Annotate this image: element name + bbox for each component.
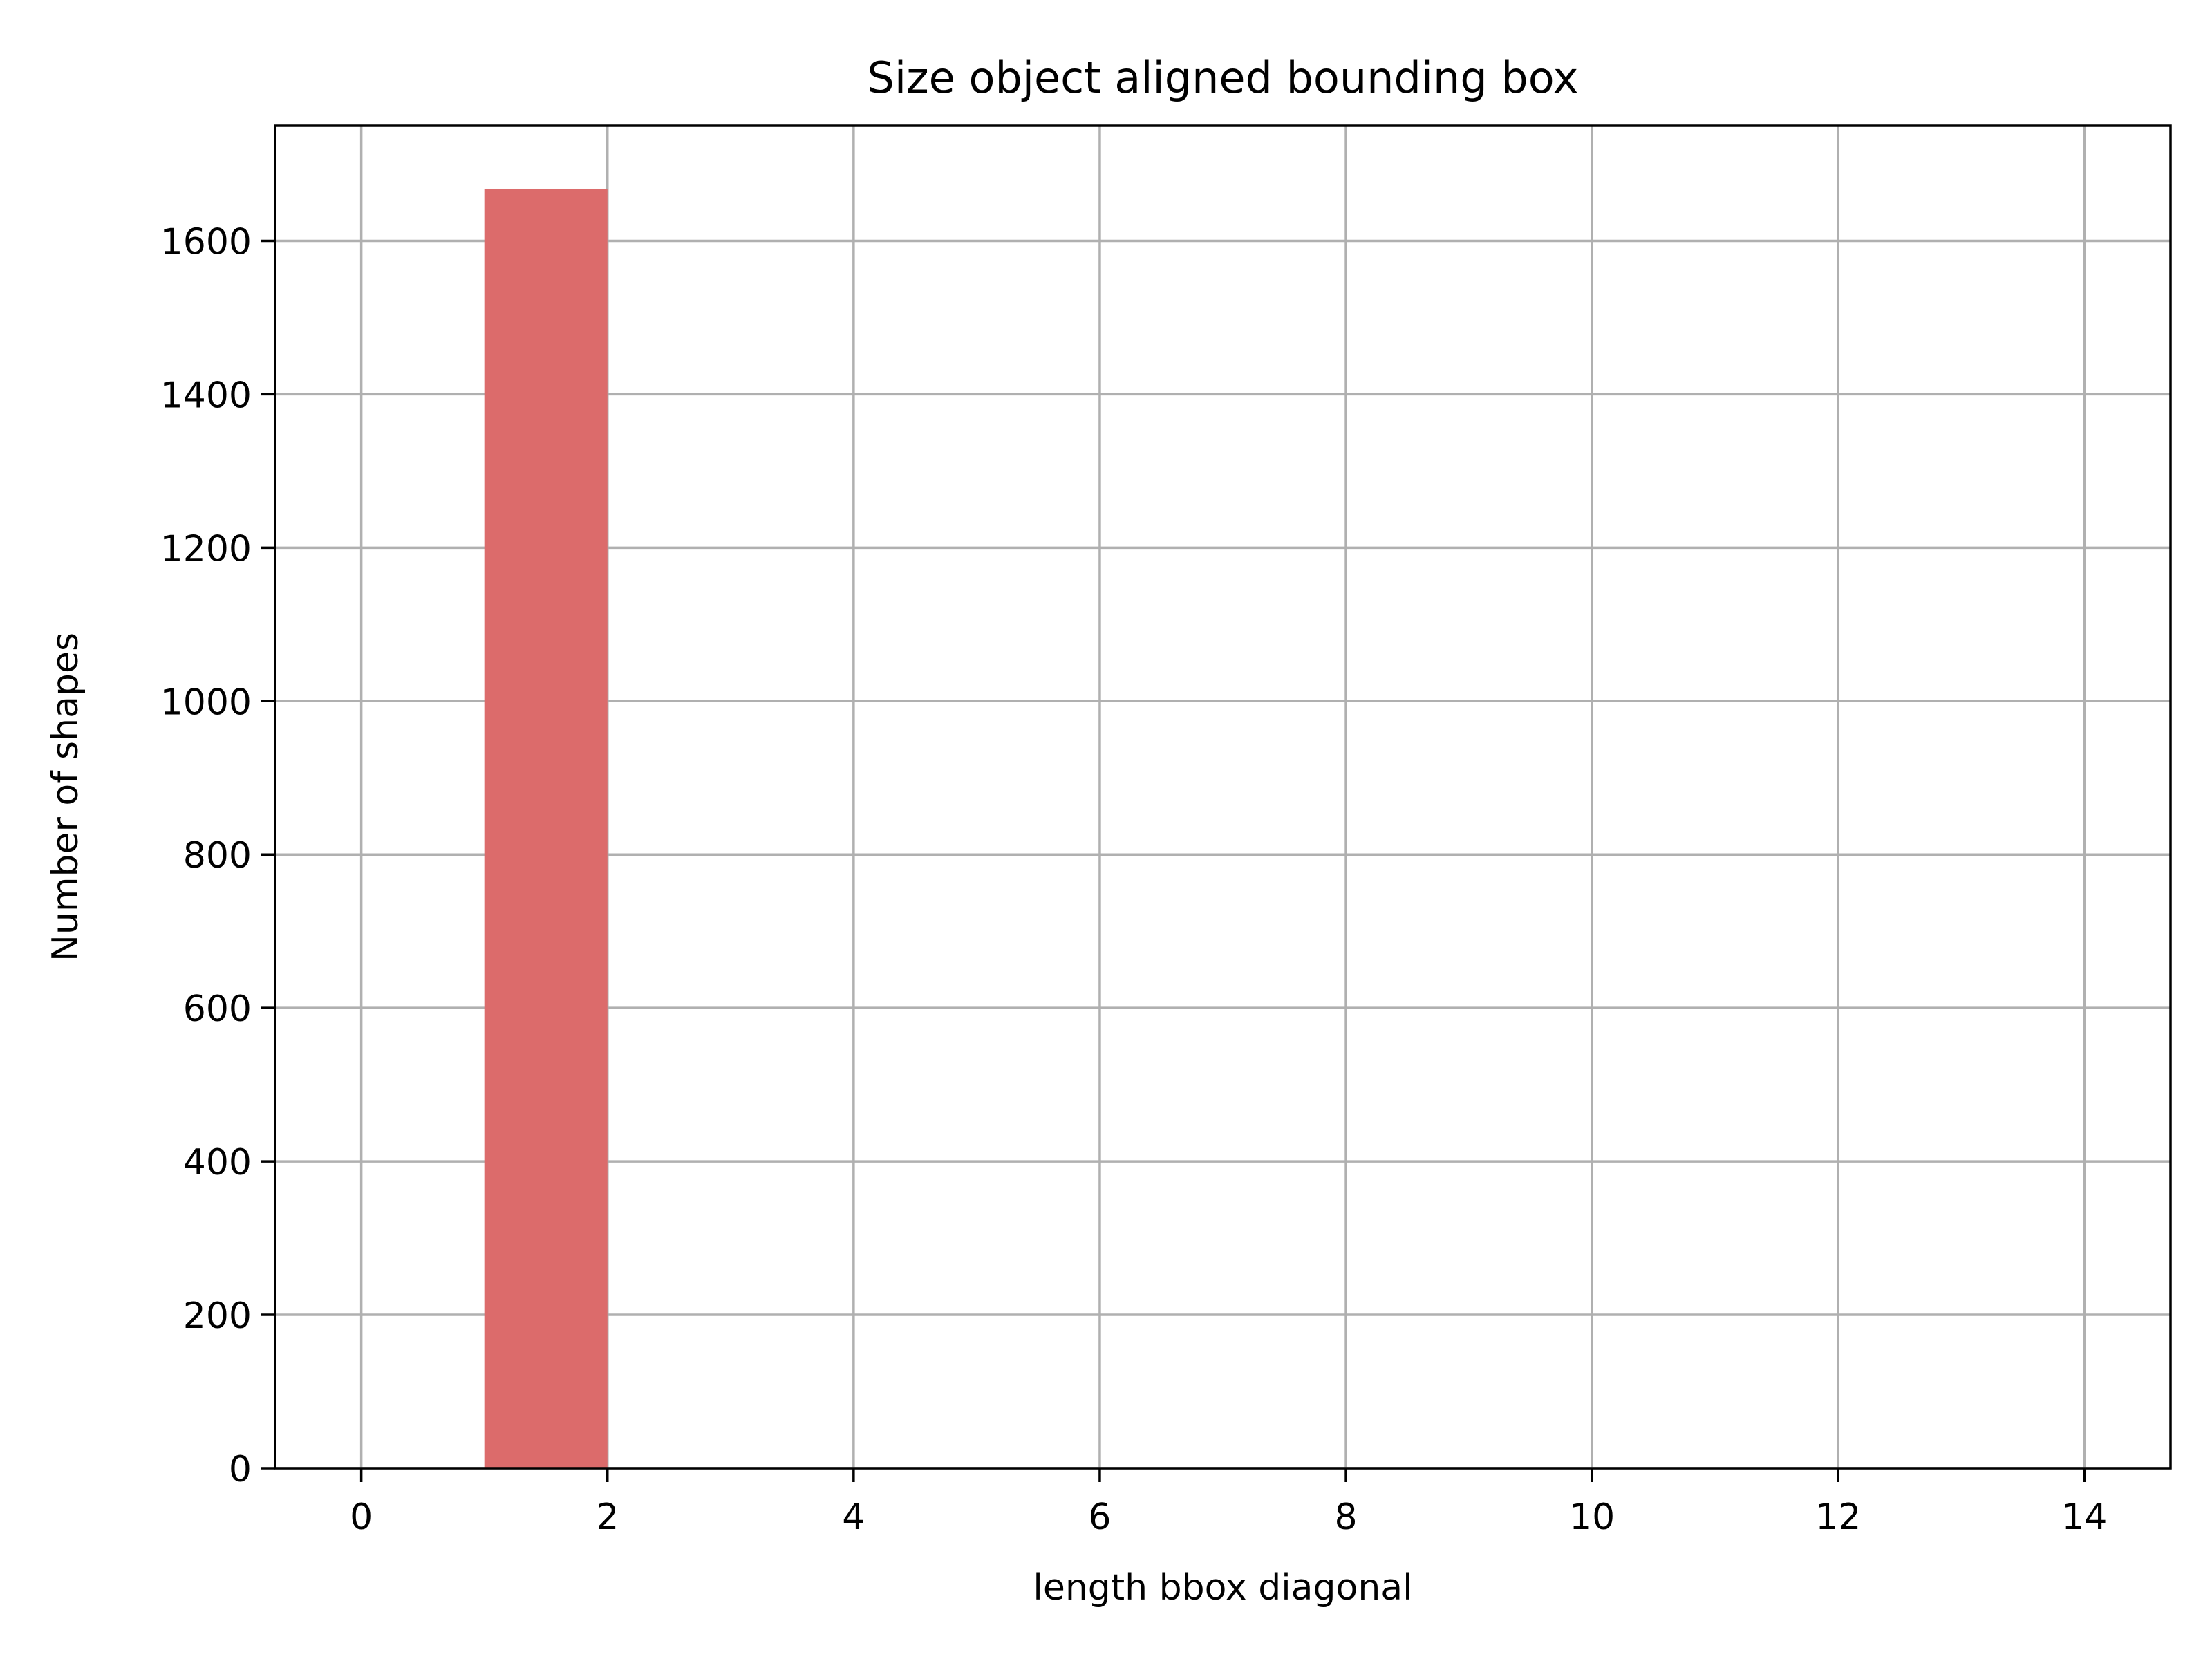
x-tick-label: 10 bbox=[1569, 1497, 1615, 1538]
axis-ticks: 0 2 4 6 8 10 12 14 0 200 400 600 800 1000 1200 1400 1600 bbox=[160, 221, 2108, 1538]
x-tick-label: 2 bbox=[596, 1497, 619, 1538]
x-axis-title: length bbox diagonal bbox=[1033, 1567, 1412, 1609]
y-tick-label: 1400 bbox=[160, 375, 252, 416]
y-axis-title: Number of shapes bbox=[45, 632, 86, 962]
x-tick-label: 4 bbox=[842, 1497, 865, 1538]
y-tick-label: 1600 bbox=[160, 221, 252, 263]
y-tick-label: 200 bbox=[183, 1295, 252, 1337]
y-tick-label: 0 bbox=[229, 1449, 252, 1490]
x-tick-label: 14 bbox=[2061, 1497, 2107, 1538]
y-tick-label: 800 bbox=[183, 835, 252, 877]
histogram-bar bbox=[484, 188, 608, 1468]
x-tick-label: 6 bbox=[1088, 1497, 1111, 1538]
bars bbox=[484, 188, 608, 1468]
y-tick-label: 400 bbox=[183, 1142, 252, 1183]
chart-title: Size object aligned bounding box bbox=[868, 53, 1579, 103]
y-tick-label: 600 bbox=[183, 988, 252, 1030]
x-tick-label: 8 bbox=[1335, 1497, 1358, 1538]
x-tick-label: 12 bbox=[1815, 1497, 1861, 1538]
plot-frame bbox=[274, 124, 2172, 1470]
x-tick-label: 0 bbox=[350, 1497, 373, 1538]
y-tick-label: 1200 bbox=[160, 528, 252, 570]
y-tick-label: 1000 bbox=[160, 682, 252, 723]
